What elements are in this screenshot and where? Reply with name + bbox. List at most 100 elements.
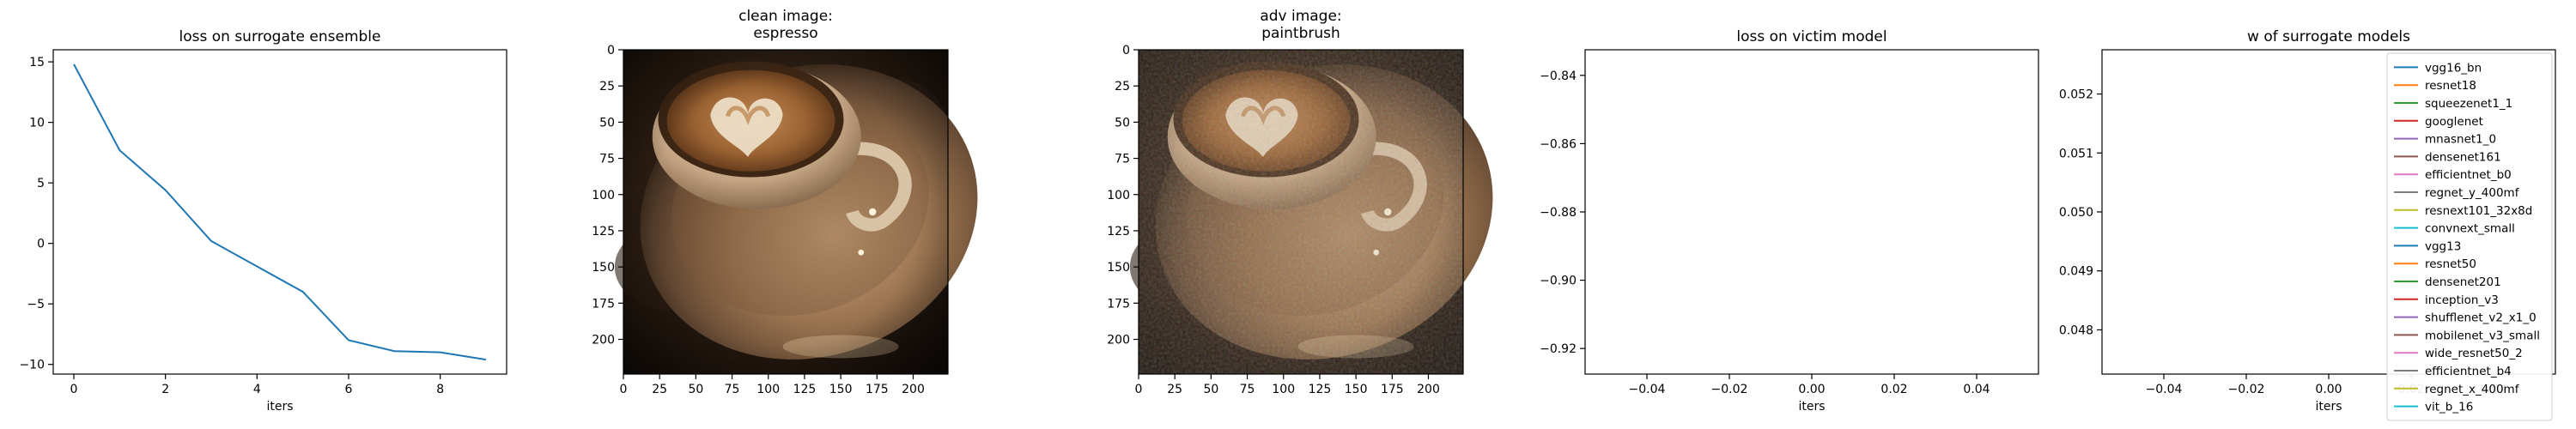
y-tick-label: 125	[1107, 225, 1130, 239]
legend-entry: densenet161	[2425, 150, 2501, 164]
x-tick-label: 2	[161, 383, 169, 396]
x-tick-label: −0.02	[1711, 383, 1748, 396]
legend-entry: efficientnet_b4	[2425, 365, 2512, 378]
y-tick-label: 0.050	[2059, 206, 2093, 220]
y-tick-label: 75	[1115, 153, 1130, 166]
legend-entry: shufflenet_v2_x1_0	[2425, 311, 2537, 325]
y-tick-label: −0.90	[1540, 275, 1577, 288]
coffee-photo	[601, 21, 1016, 402]
x-tick-label: −0.02	[2228, 383, 2265, 396]
legend-entry: inception_v3	[2425, 293, 2499, 307]
y-tick-label: 25	[1115, 80, 1130, 94]
legend-entry: densenet201	[2425, 275, 2501, 289]
y-tick-label: 200	[592, 334, 615, 347]
y-tick-label: 175	[1107, 297, 1130, 311]
y-tick-label: 100	[592, 189, 615, 202]
legend-entry: mnasnet1_0	[2425, 133, 2496, 147]
x-tick-label: 8	[436, 383, 444, 396]
y-tick-label: 200	[1107, 334, 1130, 347]
x-tick-label: 0	[620, 383, 628, 396]
noise-tint	[1139, 50, 1463, 374]
y-tick-label: −0.88	[1540, 206, 1577, 220]
legend-box	[2386, 52, 2553, 421]
x-tick-label: −0.04	[2146, 383, 2183, 396]
legend-entry: efficientnet_b0	[2425, 168, 2512, 182]
legend-entry: regnet_y_400mf	[2425, 186, 2520, 200]
x-tick-label: 6	[345, 383, 353, 396]
x-tick-label: 125	[793, 383, 817, 396]
subplot-title-line: paintbrush	[1261, 25, 1340, 42]
y-tick-label: 0.051	[2059, 147, 2093, 160]
legend-entry: mobilenet_v3_small	[2425, 329, 2540, 342]
subplot-2: clean image:espresso 0 25 50 75 100 125 150 175 2…	[592, 8, 1016, 402]
legend-entry: regnet_x_400mf	[2425, 383, 2520, 396]
subplot-title-line: espresso	[753, 25, 817, 42]
x-axis-label: iters	[2315, 400, 2342, 414]
subplot-5: w of surrogate models−0.04−0.020.000.020…	[2059, 28, 2556, 421]
legend-entry: vgg16_bn	[2425, 61, 2482, 75]
legend-entry: resnext101_32x8d	[2425, 204, 2532, 218]
x-tick-label: 0.04	[1963, 383, 1990, 396]
subplot-title: loss on surrogate ensemble	[179, 28, 381, 45]
x-tick-label: 125	[1309, 383, 1332, 396]
legend-entry: resnet50	[2425, 257, 2476, 271]
axes-frame	[1584, 49, 2039, 375]
legend-entry: vit_b_16	[2425, 401, 2473, 414]
x-axis-label: iters	[1798, 400, 1825, 414]
y-tick-label: 150	[1107, 261, 1130, 275]
y-tick-label: 0	[1122, 44, 1130, 57]
image-content	[1116, 21, 1531, 402]
x-tick-label: 0	[70, 383, 78, 396]
x-tick-label: 200	[1417, 383, 1440, 396]
y-tick-label: −10	[19, 359, 45, 372]
subplot-1: loss on surrogate ensemble 0 2 4 6 8 15 10 5 0 −5 −…	[19, 28, 507, 414]
x-tick-label: 75	[1240, 383, 1255, 396]
x-tick-label: 100	[756, 383, 780, 396]
y-tick-label: 50	[599, 116, 615, 130]
subplot-4: loss on victim model −0.04 −0.02 0.00 0.02 0.…	[1540, 28, 2039, 414]
y-tick-label: 175	[592, 297, 615, 311]
y-tick-label: 50	[1115, 116, 1130, 130]
legend-entry: vgg13	[2425, 239, 2461, 253]
x-tick-label: 25	[1167, 383, 1182, 396]
legend-entry: convnext_small	[2425, 222, 2515, 236]
x-tick-label: 200	[902, 383, 925, 396]
subplot-title-line: clean image:	[738, 8, 833, 25]
y-tick-label: 0	[37, 238, 45, 251]
legend: vgg16_bn resnet18 squeezenet1_1 googlenet mn…	[2386, 52, 2553, 421]
x-tick-label: 75	[725, 383, 740, 396]
y-tick-label: 0.048	[2059, 323, 2093, 337]
image-content	[601, 21, 1016, 402]
x-tick-label: 0.00	[1798, 383, 1825, 396]
x-tick-label: 0	[1135, 383, 1143, 396]
legend-entry: wide_resnet50_2	[2425, 347, 2523, 360]
x-axis-label: iters	[266, 400, 293, 414]
x-tick-label: −0.04	[1629, 383, 1666, 396]
x-tick-label: 50	[688, 383, 703, 396]
x-tick-label: 100	[1272, 383, 1295, 396]
x-tick-label: 150	[1345, 383, 1368, 396]
series-line-0	[73, 63, 487, 361]
y-tick-label: 125	[592, 225, 615, 239]
adversarial-noise	[1139, 50, 1463, 374]
y-tick-label: −0.84	[1540, 69, 1577, 83]
x-tick-label: 0.02	[1880, 383, 1907, 396]
x-tick-label: 4	[253, 383, 261, 396]
y-tick-label: −0.86	[1540, 137, 1577, 151]
axes-frame	[623, 49, 949, 375]
subplot-title: loss on victim model	[1736, 28, 1886, 45]
legend-entry: googlenet	[2425, 115, 2483, 129]
axes-frame	[52, 49, 507, 375]
x-tick-label: 25	[652, 383, 667, 396]
y-tick-label: −5	[27, 298, 45, 311]
y-tick-label: 0	[607, 44, 615, 57]
x-tick-label: 175	[866, 383, 889, 396]
x-tick-label: 50	[1203, 383, 1218, 396]
legend-entry: squeezenet1_1	[2425, 97, 2512, 111]
y-tick-label: −0.92	[1540, 342, 1577, 356]
legend-entry: resnet18	[2425, 79, 2476, 93]
y-tick-label: 75	[599, 153, 615, 166]
x-tick-label: 0.00	[2315, 383, 2342, 396]
subplot-title-line: adv image:	[1260, 8, 1341, 25]
